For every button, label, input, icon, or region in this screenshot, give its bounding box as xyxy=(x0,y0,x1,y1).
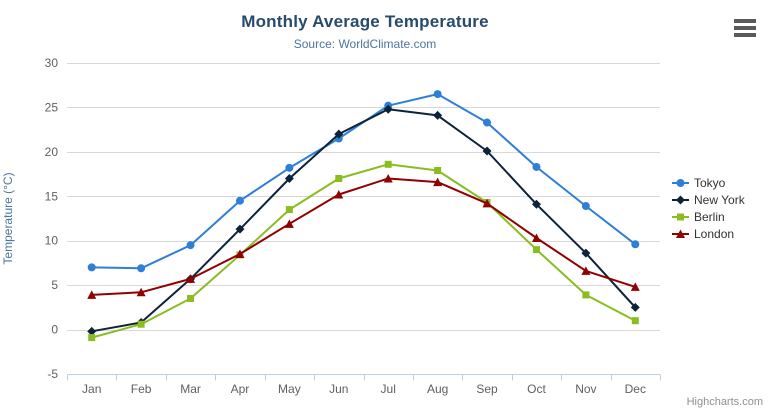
hamburger-bar xyxy=(734,33,756,37)
hamburger-bar xyxy=(734,19,756,23)
data-point-london[interactable] xyxy=(136,287,146,297)
x-axis-label: Oct xyxy=(527,382,546,396)
data-point-new-york[interactable] xyxy=(334,129,344,139)
data-point-tokyo[interactable] xyxy=(186,241,195,250)
data-point-new-york[interactable] xyxy=(433,110,443,120)
y-axis-label: 15 xyxy=(45,189,59,203)
x-axis-label: Jan xyxy=(82,382,101,396)
y-axis-label: 10 xyxy=(45,234,59,248)
data-point-new-york[interactable] xyxy=(87,326,97,336)
data-point-tokyo[interactable] xyxy=(235,196,244,205)
data-point-london[interactable] xyxy=(235,249,245,259)
legend-symbol-square-icon xyxy=(672,213,689,221)
y-axis-label: -5 xyxy=(47,367,58,381)
x-axis-label: Apr xyxy=(231,382,250,396)
series-line-london xyxy=(91,177,636,296)
data-point-berlin[interactable] xyxy=(582,291,590,299)
y-axis-label: 0 xyxy=(51,323,58,337)
y-axis-label: 5 xyxy=(51,278,58,292)
data-point-london[interactable] xyxy=(284,219,294,228)
x-axis-label: Mar xyxy=(180,382,201,396)
x-axis-label: May xyxy=(278,382,301,396)
legend-item-label: London xyxy=(694,227,735,241)
data-point-tokyo[interactable] xyxy=(483,118,492,127)
x-axis-label: Jul xyxy=(381,382,396,396)
data-point-tokyo[interactable] xyxy=(87,263,96,272)
legend-symbol-diamond-icon xyxy=(672,195,689,205)
hamburger-menu-icon[interactable] xyxy=(734,19,756,37)
legend-symbol-marker xyxy=(676,195,685,205)
legend-symbol-marker xyxy=(677,213,684,221)
y-axis-label: 30 xyxy=(45,56,59,70)
legend-item-new-york[interactable]: New York xyxy=(672,193,745,207)
data-point-tokyo[interactable] xyxy=(433,90,442,99)
x-axis-label: Jun xyxy=(329,382,348,396)
data-point-london[interactable] xyxy=(630,282,640,291)
data-point-london[interactable] xyxy=(87,290,97,299)
data-point-london[interactable] xyxy=(482,198,492,208)
data-point-berlin[interactable] xyxy=(335,175,343,183)
legend-item-berlin[interactable]: Berlin xyxy=(672,210,745,224)
data-point-london[interactable] xyxy=(383,174,393,183)
hamburger-bar xyxy=(734,26,756,30)
chart-subtitle: Source: WorldClimate.com xyxy=(293,37,437,51)
legend-item-london[interactable]: London xyxy=(672,227,745,241)
data-point-new-york[interactable] xyxy=(383,104,393,114)
chart-header: Monthly Average Temperature Source: Worl… xyxy=(0,12,730,51)
legend-symbol-triangle-icon xyxy=(672,229,689,238)
data-point-berlin[interactable] xyxy=(631,317,639,325)
data-point-new-york[interactable] xyxy=(235,224,245,234)
data-point-new-york[interactable] xyxy=(531,199,541,209)
data-point-new-york[interactable] xyxy=(482,146,492,156)
series-tokyo xyxy=(87,90,640,273)
legend-symbol-circle-icon xyxy=(672,179,689,187)
data-point-berlin[interactable] xyxy=(88,334,96,342)
data-point-london[interactable] xyxy=(581,266,591,275)
data-point-berlin[interactable] xyxy=(137,320,145,328)
legend-symbol-marker xyxy=(676,179,685,187)
data-point-berlin[interactable] xyxy=(187,294,195,302)
x-axis-label: Dec xyxy=(625,382,646,396)
series-line-berlin xyxy=(91,163,636,339)
data-point-berlin[interactable] xyxy=(384,160,392,168)
data-point-tokyo[interactable] xyxy=(631,240,640,249)
chart-title: Monthly Average Temperature xyxy=(241,12,489,31)
x-axis-label: Nov xyxy=(575,382,596,396)
credits-link[interactable]: Highcharts.com xyxy=(686,396,763,408)
legend-item-label: New York xyxy=(694,193,745,207)
series-line-new-york xyxy=(91,108,637,333)
legend-symbol-marker xyxy=(676,229,685,238)
data-point-london[interactable] xyxy=(334,190,344,199)
data-point-new-york[interactable] xyxy=(581,248,591,258)
data-point-tokyo[interactable] xyxy=(285,163,294,172)
y-axis-title: Temperature (°C) xyxy=(1,172,15,264)
x-axis-label: Feb xyxy=(131,382,152,396)
legend: Tokyo New York Berlin London xyxy=(672,176,745,241)
data-point-tokyo[interactable] xyxy=(137,264,146,273)
data-point-tokyo[interactable] xyxy=(532,162,541,171)
data-point-new-york[interactable] xyxy=(630,302,640,312)
series-new-york xyxy=(87,104,640,336)
data-point-tokyo[interactable] xyxy=(581,202,590,211)
data-point-berlin[interactable] xyxy=(434,167,442,175)
data-point-new-york[interactable] xyxy=(284,174,294,184)
y-axis-label: 25 xyxy=(45,100,59,114)
x-axis-label: Sep xyxy=(476,382,498,396)
data-point-berlin[interactable] xyxy=(285,206,293,214)
series-london xyxy=(87,174,640,299)
x-axis-label: Aug xyxy=(427,382,448,396)
data-point-london[interactable] xyxy=(186,274,196,283)
legend-item-tokyo[interactable]: Tokyo xyxy=(672,176,745,190)
data-point-berlin[interactable] xyxy=(532,246,540,254)
data-point-london[interactable] xyxy=(531,233,541,243)
series-line-tokyo xyxy=(91,93,636,270)
data-point-london[interactable] xyxy=(433,177,443,187)
legend-item-label: Berlin xyxy=(694,210,725,224)
legend-item-label: Tokyo xyxy=(694,176,726,190)
y-axis-label: 20 xyxy=(45,145,59,159)
